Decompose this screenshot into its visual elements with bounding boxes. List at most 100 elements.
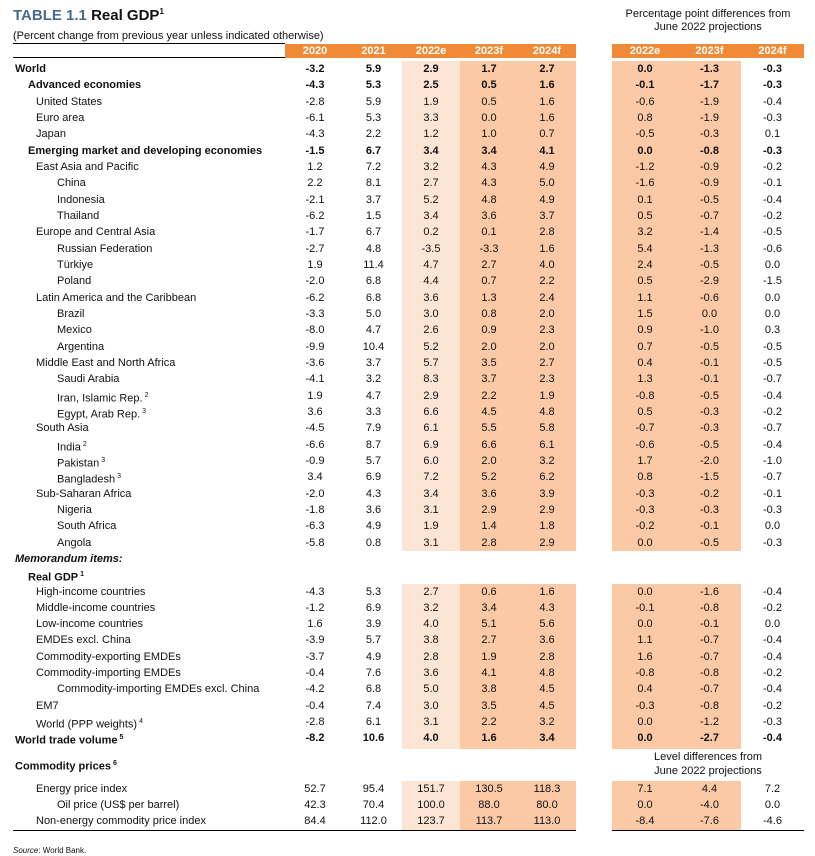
value-cell: -8.4 — [612, 813, 678, 830]
value-cell: -1.0 — [763, 454, 782, 467]
row-label: Nigeria — [13, 502, 285, 518]
table-row: Real GDP 1 — [13, 567, 804, 584]
row-label-text: EMDEs excl. China — [36, 634, 131, 647]
value-cell: -0.4 — [763, 650, 782, 663]
value-cell: -0.4 — [763, 683, 782, 696]
table-subtitle: (Percent change from previous year unles… — [13, 30, 324, 42]
row-label-text: Latin America and the Caribbean — [36, 291, 197, 304]
value-cell: -3.3 — [460, 240, 518, 257]
row-label: Angola — [13, 535, 285, 551]
value-cell: -1.5 — [305, 144, 325, 157]
value-cell: 2.9 — [402, 387, 460, 407]
table-row: Oil price (US$ per barrel) 42.3 70.4 100.0 8… — [13, 797, 804, 814]
value-cell: -0.5 — [678, 436, 741, 456]
value-cell: -0.1 — [763, 177, 782, 190]
value-cell: 5.2 — [460, 469, 518, 489]
row-label-text: China — [57, 177, 86, 190]
value-cell: -0.3 — [612, 501, 678, 519]
value-cell: 3.0 — [402, 697, 460, 715]
row-label-text: Argentina — [57, 340, 105, 353]
value-cell: 2.7 — [460, 256, 518, 274]
row-label-text: United States — [36, 95, 103, 108]
value-cell: 3.7 — [365, 193, 382, 206]
row-label: Non-energy commodity price index — [13, 813, 285, 829]
value-cell: 0.1 — [460, 224, 518, 241]
value-cell: 6.2 — [518, 469, 576, 489]
value-cell: 2.5 — [402, 77, 460, 94]
value-cell: 2.3 — [518, 371, 576, 388]
value-cell: -0.7 — [678, 632, 741, 649]
value-cell: -0.1 — [678, 371, 741, 388]
value-cell: 3.6 — [402, 289, 460, 306]
row-label-text: Bangladesh — [57, 473, 116, 486]
value-cell: 1.3 — [460, 289, 518, 306]
row-label-text: Russian Federation — [57, 242, 153, 255]
value-cell: 5.9 — [365, 63, 382, 75]
footnote-marker: 4 — [139, 718, 143, 726]
value-cell: -2.0 — [305, 487, 325, 500]
row-label: Commodity-importing EMDEs excl. China — [13, 681, 285, 697]
row-label: Middle East and North Africa — [13, 355, 285, 371]
value-cell: -0.7 — [763, 422, 782, 435]
row-label-text: Commodity-exporting EMDEs — [36, 650, 181, 663]
table-row: South Africa -6.3 4.9 1.9 1.4 1.8 -0.2 -0.1 0.0 — [13, 518, 804, 535]
column-gap — [576, 126, 612, 142]
value-cell: -0.4 — [305, 699, 325, 712]
value-cell: 2.4 — [518, 289, 576, 306]
row-label: Pakistan 3 — [13, 453, 285, 472]
row-label-text: Indonesia — [57, 193, 105, 206]
value-cell: 6.9 — [365, 601, 382, 614]
value-cell: 3.4 — [402, 207, 460, 225]
value-cell: 113.7 — [460, 813, 518, 830]
value-cell: 1.9 — [307, 389, 323, 402]
row-label-text: Non-energy commodity price index — [36, 815, 206, 828]
table-row: Low-income countries 1.6 3.9 4.0 5.1 5.6 0.0 -0… — [13, 616, 804, 633]
value-cell: -0.3 — [678, 501, 741, 519]
value-cell: -0.7 — [678, 681, 741, 698]
value-cell: 4.3 — [365, 487, 382, 500]
column-gap — [576, 322, 612, 338]
table-row: Argentina -9.9 10.4 5.2 2.0 2.0 0.7 -0.5 -0.5 — [13, 338, 804, 355]
row-label-text: South Africa — [57, 520, 117, 533]
value-cell: 4.0 — [402, 616, 460, 633]
row-label: Advanced economies — [13, 77, 285, 93]
row-label-text: World — [15, 63, 46, 75]
row-label-text: Commodity-importing EMDEs excl. China — [57, 683, 260, 696]
row-label-text: Nigeria — [57, 503, 92, 516]
row-label-text: World trade volume — [15, 735, 118, 748]
value-cell: 3.1 — [402, 714, 460, 734]
value-cell: -1.6 — [678, 583, 741, 600]
value-cell: -0.3 — [763, 536, 782, 549]
value-cell: -4.6 — [763, 815, 782, 828]
value-cell: -0.5 — [678, 338, 741, 355]
value-cell: 1.4 — [460, 518, 518, 535]
value-cell: 2.8 — [402, 648, 460, 666]
value-cell: -0.4 — [763, 193, 782, 206]
value-cell: -0.7 — [678, 207, 741, 225]
table-row: United States -2.8 5.9 1.9 0.5 1.6 -0.6 -1.9 -0.… — [13, 93, 804, 110]
value-cell: -4.3 — [305, 585, 325, 598]
value-cell: 0.8 — [612, 469, 678, 489]
value-cell: 6.6 — [460, 436, 518, 456]
column-gap — [576, 355, 612, 371]
value-cell: 113.0 — [518, 813, 576, 830]
value-cell: 3.2 — [402, 158, 460, 176]
table-row: Thailand -6.2 1.5 3.4 3.6 3.7 0.5 -0.7 -0.2 — [13, 207, 804, 225]
row-label-text: Egypt, Arab Rep. — [57, 408, 141, 421]
value-cell: 5.3 — [365, 111, 382, 124]
table-row: High-income countries -4.3 5.3 2.7 0.6 1.6 0.0… — [13, 583, 804, 600]
row-label: Argentina — [13, 339, 285, 355]
table-row: Energy price index 52.7 95.4 151.7 130.5 118.… — [13, 780, 804, 798]
value-cell: -3.3 — [305, 307, 325, 320]
value-cell: -0.8 — [612, 665, 678, 682]
column-gap — [576, 110, 612, 126]
value-cell: -0.6 — [612, 436, 678, 456]
value-cell: -0.8 — [678, 142, 741, 159]
value-cell: 0.7 — [518, 126, 576, 143]
value-cell: 0.5 — [460, 93, 518, 110]
value-cell: 3.3 — [365, 405, 382, 418]
row-label-text: High-income countries — [36, 585, 146, 598]
table-row: Memorandum items: — [13, 551, 804, 567]
value-cell: 5.7 — [365, 634, 382, 647]
value-cell: 2.9 — [460, 501, 518, 519]
